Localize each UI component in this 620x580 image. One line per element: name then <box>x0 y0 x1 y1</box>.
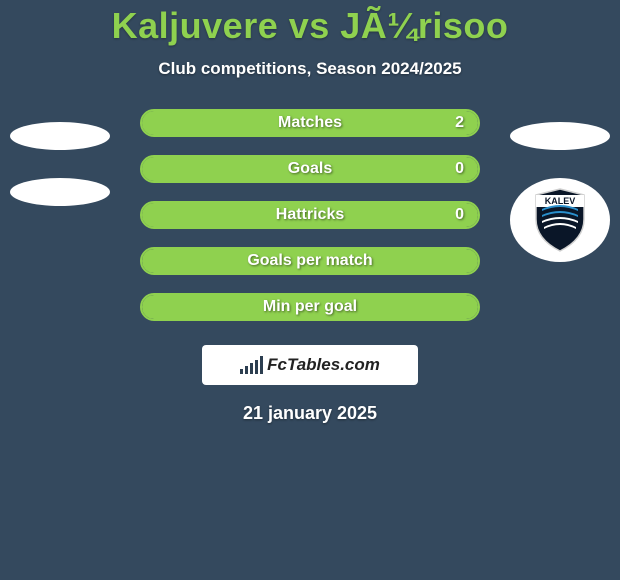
page-subtitle: Club competitions, Season 2024/2025 <box>0 59 620 79</box>
stat-value: 0 <box>455 160 464 178</box>
stat-label: Min per goal <box>263 298 357 316</box>
stat-label: Matches <box>278 114 342 132</box>
stat-label: Goals per match <box>247 252 372 270</box>
stat-label: Hattricks <box>276 206 344 224</box>
brand-box: FcTables.com <box>202 345 418 385</box>
stat-row: Min per goal <box>140 293 480 321</box>
stat-row: Goals per match <box>140 247 480 275</box>
brand-name: FcTables.com <box>267 355 380 375</box>
stat-row: Matches 2 <box>140 109 480 137</box>
stat-label: Goals <box>288 160 332 178</box>
stat-value: 0 <box>455 206 464 224</box>
left-placeholder-group <box>10 122 110 206</box>
stat-row: Hattricks 0 <box>140 201 480 229</box>
right-placeholder-group <box>510 122 610 150</box>
placeholder-ellipse <box>10 178 110 206</box>
stat-value: 2 <box>455 114 464 132</box>
infographic-container: Kaljuvere vs JÃ¼risoo Club competitions,… <box>0 0 620 424</box>
stat-row: Goals 0 <box>140 155 480 183</box>
badge-text: KALEV <box>545 196 576 206</box>
club-badge: KALEV <box>510 178 610 262</box>
placeholder-ellipse <box>10 122 110 150</box>
brand-bars-icon <box>240 356 263 374</box>
placeholder-ellipse <box>510 122 610 150</box>
page-title: Kaljuvere vs JÃ¼risoo <box>0 5 620 47</box>
stats-block: Matches 2 Goals 0 Hattricks 0 Goals per match M… <box>140 109 480 321</box>
shield-icon: KALEV <box>532 187 588 253</box>
date-line: 21 january 2025 <box>0 403 620 424</box>
